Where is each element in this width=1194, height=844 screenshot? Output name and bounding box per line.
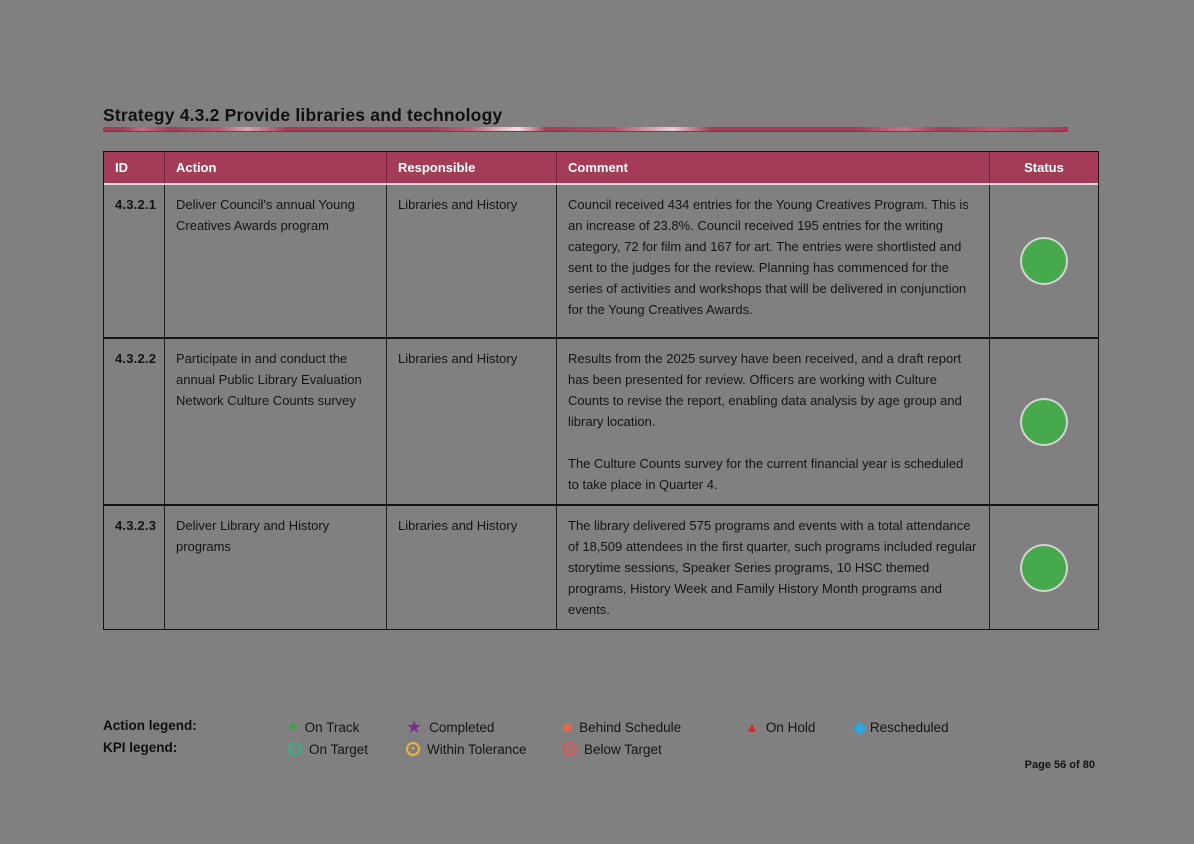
row-action: Deliver Library and History programs [164, 506, 386, 629]
strategy-actions-table: ID Action Responsible Comment Status 4.3… [103, 151, 1099, 630]
legend-item-label: On Target [309, 741, 369, 757]
row-status-cell [989, 185, 1098, 337]
header-id: ID [115, 160, 128, 175]
title-divider [103, 127, 1068, 132]
table-body: 4.3.2.1 Deliver Council's annual Young C… [104, 185, 1098, 629]
legend-item-label: Completed [429, 719, 495, 735]
legend-item-label: Behind Schedule [579, 719, 682, 735]
legend-item-below-target: ✕ Below Target [563, 740, 662, 758]
row-action: Participate in and conduct the annual Pu… [164, 339, 386, 504]
row-responsible: Libraries and History [386, 185, 556, 337]
header-status: Status [989, 152, 1098, 183]
row-id: 4.3.2.2 [115, 351, 157, 366]
status-on-track-icon [1021, 545, 1066, 590]
row-status-cell [989, 506, 1098, 629]
legend-item-label: Below Target [584, 741, 662, 757]
page-title: Strategy 4.3.2 Provide libraries and tec… [103, 105, 503, 125]
table-row: 4.3.2.1 Deliver Council's annual Young C… [104, 185, 1098, 339]
row-action: Deliver Council's annual Young Creatives… [164, 185, 386, 337]
header-action: Action [164, 152, 386, 183]
legend-item-on-target: ✓ On Target [288, 740, 368, 758]
header-comment: Comment [556, 152, 989, 183]
row-id: 4.3.2.1 [115, 197, 157, 212]
triangle-icon: ▲ [745, 719, 759, 735]
row-status-cell [989, 339, 1098, 504]
star-icon: ★ [406, 717, 423, 737]
legend-item-within-tolerance: ● Within Tolerance [406, 740, 527, 758]
legend-item-on-track: ● On Track [288, 718, 359, 736]
header-responsible: Responsible [386, 152, 556, 183]
table-header-row: ID Action Responsible Comment Status [104, 152, 1098, 185]
dot-ring-icon: ● [406, 742, 420, 756]
status-on-track-icon [1021, 399, 1066, 444]
row-responsible: Libraries and History [386, 339, 556, 504]
row-comment: Results from the 2025 survey have been r… [556, 339, 989, 504]
legend-item-label: Within Tolerance [427, 741, 527, 757]
action-legend-label: Action legend: [103, 718, 197, 733]
legend-item-completed: ★ Completed [406, 718, 494, 736]
table-row: 4.3.2.3 Deliver Library and History prog… [104, 506, 1098, 629]
legend-item-label: Rescheduled [869, 719, 949, 735]
check-ring-icon: ✓ [288, 742, 302, 756]
circle-icon: ● [288, 718, 298, 735]
legend-item-on-hold: ▲ On Hold [745, 718, 815, 736]
page-number: Page 56 of 80 [1024, 759, 1095, 771]
row-comment: Council received 434 entries for the You… [556, 185, 989, 337]
row-comment: The library delivered 575 programs and e… [556, 506, 989, 629]
table-row: 4.3.2.2 Participate in and conduct the a… [104, 339, 1098, 506]
kpi-legend-label: KPI legend: [103, 740, 178, 755]
status-on-track-icon [1021, 239, 1066, 283]
legend-item-label: On Track [304, 719, 360, 735]
legend-item-behind-schedule: ■ Behind Schedule [563, 718, 681, 736]
x-ring-icon: ✕ [563, 742, 577, 756]
legend-item-label: On Hold [765, 719, 816, 735]
square-icon: ■ [563, 718, 573, 736]
diamond-icon: ◆ [853, 717, 867, 737]
row-responsible: Libraries and History [386, 506, 556, 629]
legend-item-rescheduled: ◆ Rescheduled [853, 718, 949, 736]
row-id: 4.3.2.3 [115, 518, 157, 533]
